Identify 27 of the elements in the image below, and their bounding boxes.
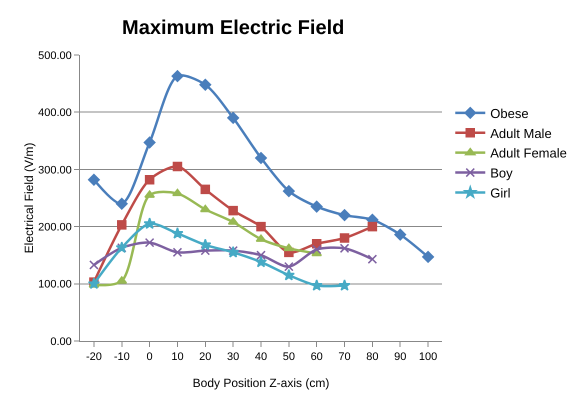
x-tick-label: 50 <box>282 351 295 364</box>
x-tick-label: -20 <box>86 351 102 364</box>
legend-label: Obese <box>490 106 529 121</box>
chart-title: Maximum Electric Field <box>122 17 344 40</box>
x-tick-label: 90 <box>394 351 406 364</box>
y-tick-label: 100.00 <box>38 278 72 291</box>
x-tick-label: -10 <box>114 351 130 364</box>
legend-label: Adult Female <box>490 146 567 161</box>
x-tick-label: 10 <box>171 351 184 364</box>
y-tick-label: 0.00 <box>50 336 72 348</box>
legend-label: Boy <box>490 166 514 181</box>
y-tick-label: 300.00 <box>38 164 72 176</box>
x-tick-label: 70 <box>338 351 351 364</box>
x-tick-label: 20 <box>199 351 212 364</box>
x-tick-label: 80 <box>366 351 379 364</box>
legend-label: Adult Male <box>490 126 552 141</box>
x-tick-label: 100 <box>418 351 438 364</box>
x-tick-label: 40 <box>254 351 268 364</box>
y-tick-label: 400.00 <box>38 107 72 120</box>
legend-label: Girl <box>490 186 511 201</box>
x-tick-label: 60 <box>310 351 323 364</box>
x-tick-label: 30 <box>227 351 240 364</box>
x-tick-label: 0 <box>146 351 153 364</box>
y-axis-title: Electrical Field (V/m) <box>22 142 36 254</box>
y-tick-label: 200.00 <box>38 221 72 234</box>
y-tick-label: 500.00 <box>38 50 72 62</box>
x-axis-title: Body Position Z-axis (cm) <box>192 376 330 390</box>
